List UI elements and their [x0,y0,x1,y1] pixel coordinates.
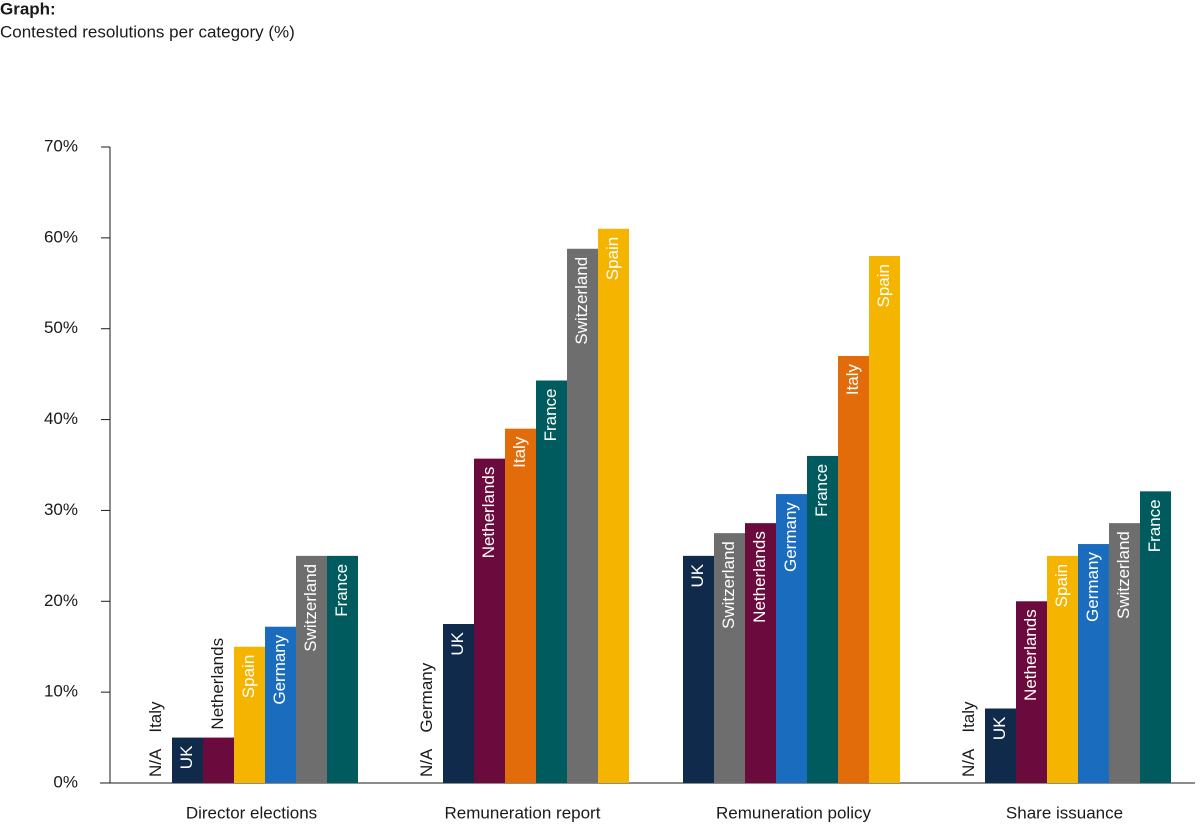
bar-label: France [332,564,351,617]
bar-label: Netherlands [1021,609,1040,701]
y-tick-label: 30% [44,500,78,519]
y-tick-label: 0% [53,772,78,791]
bar-label: UK [448,631,467,655]
bar [265,626,296,783]
na-label: N/A [959,748,978,777]
y-tick-label: 70% [44,136,78,155]
bar-label: UK [688,563,707,587]
bar [536,380,567,783]
bar [985,708,1016,783]
bar-label: Netherlands [750,531,769,623]
bar [598,228,629,783]
bar [683,555,714,783]
y-tick-label: 60% [44,227,78,246]
y-tick-label: 20% [44,591,78,610]
x-tick-label: Share issuance [1006,803,1123,822]
bar-label: Spain [603,237,622,280]
bar-label: Italy [959,701,978,733]
y-tick-label: 50% [44,318,78,337]
bar [327,555,358,783]
bar-label: France [812,464,831,517]
x-tick-label: Remuneration policy [716,803,871,822]
bar-label: Germany [270,634,289,704]
chart-title: Graph: [0,0,56,18]
bar [234,646,265,783]
bar [505,428,536,783]
bar-label: Spain [874,264,893,307]
bar [296,555,327,783]
bar [838,355,869,783]
bar [1016,601,1047,783]
bar-label: Switzerland [572,257,591,345]
x-tick-label: Director elections [186,803,317,822]
bar-label: UK [990,716,1009,740]
na-label: N/A [417,748,436,777]
bar [172,737,203,783]
bar-label: Netherlands [208,638,227,730]
bar-label: Spain [1052,564,1071,607]
bar [1047,555,1078,783]
bar-label: Switzerland [719,541,738,629]
bar-label: Italy [510,436,529,468]
bar [1140,491,1171,783]
bar-label: Italy [843,363,862,395]
chart-subtitle: Contested resolutions per category (%) [0,22,295,41]
bar-label: Switzerland [1114,531,1133,619]
bar [776,494,807,783]
bar-label: Netherlands [479,467,498,559]
x-tick-label: Remuneration report [445,803,601,822]
bar-label: UK [177,745,196,769]
bar-label: Italy [146,701,165,733]
bar [203,737,234,783]
bar [869,256,900,783]
y-tick-label: 40% [44,409,78,428]
bar-label: Germany [781,502,800,572]
bar [714,533,745,783]
bar [807,455,838,783]
bar [1078,544,1109,783]
bar-label: Switzerland [301,564,320,652]
bar [474,458,505,783]
bar-label: Germany [1083,552,1102,622]
bar [443,624,474,783]
bar-label: France [1145,499,1164,552]
bar [1109,523,1140,783]
bar-label: Spain [239,655,258,698]
bar-label: France [541,389,560,442]
y-tick-label: 10% [44,682,78,701]
na-label: N/A [146,748,165,777]
bar-label: Germany [417,662,436,732]
bar [745,523,776,783]
bar [567,248,598,783]
